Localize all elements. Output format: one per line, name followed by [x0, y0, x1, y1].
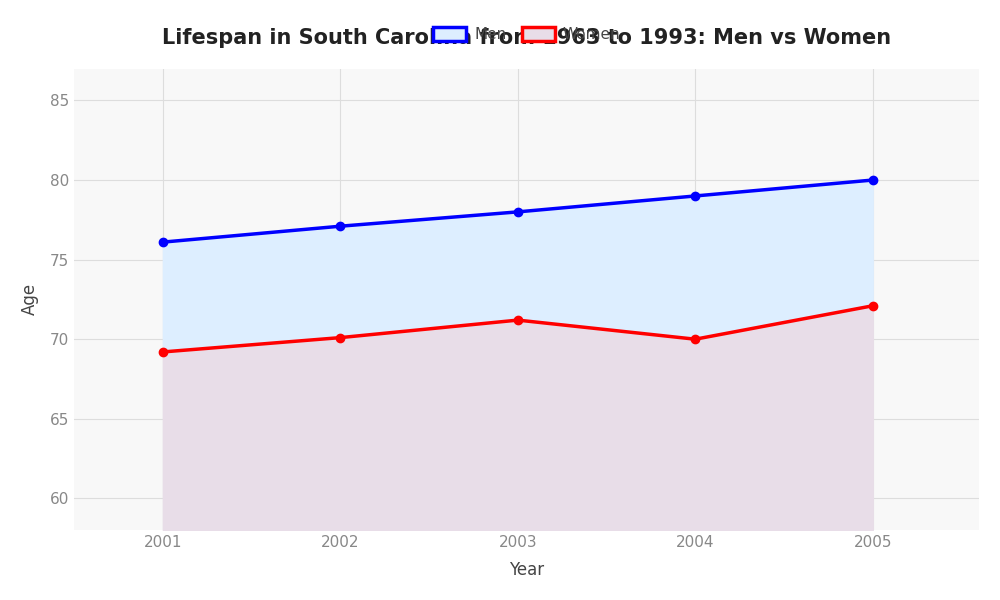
- X-axis label: Year: Year: [509, 561, 544, 579]
- Title: Lifespan in South Carolina from 1963 to 1993: Men vs Women: Lifespan in South Carolina from 1963 to …: [162, 28, 891, 47]
- Y-axis label: Age: Age: [21, 283, 39, 316]
- Legend: Men, Women: Men, Women: [427, 21, 627, 48]
